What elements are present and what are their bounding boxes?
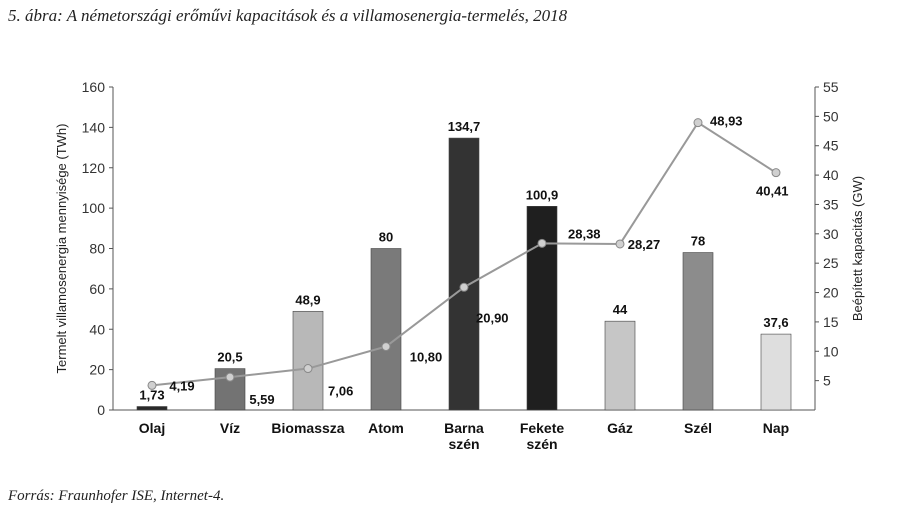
x-tick-label: Gáz <box>607 420 633 436</box>
y-tick-label: 160 <box>82 79 106 95</box>
y-tick-label: 20 <box>89 362 105 378</box>
y-axis-title: Termelt villamosenergia mennyisége (TWh) <box>54 124 69 374</box>
bar <box>526 206 558 411</box>
capacity-value-label: 48,93 <box>710 114 743 129</box>
capacity-value-label: 20,90 <box>476 310 509 325</box>
capacity-value-label: 5,59 <box>249 392 274 407</box>
capacity-value-label: 10,80 <box>410 350 443 365</box>
bar <box>760 333 792 411</box>
x-tick-label: Biomassza <box>271 420 344 436</box>
y2-tick-label: 25 <box>823 255 839 271</box>
capacity-value-label: 7,06 <box>328 384 353 399</box>
y-tick-label: 100 <box>82 200 106 216</box>
y2-tick-label: 50 <box>823 108 839 124</box>
x-tick-label: szén <box>526 436 557 452</box>
capacity-point <box>615 239 625 249</box>
capacity-value-label: 28,27 <box>628 237 661 252</box>
x-tick-label: Fekete <box>520 420 565 436</box>
y2-tick-label: 35 <box>823 196 839 212</box>
x-tick-label: szén <box>448 436 479 452</box>
bar <box>292 310 324 411</box>
x-tick-label: Víz <box>220 420 240 436</box>
bar-value-label: 80 <box>379 230 393 245</box>
figure-title: 5. ábra: A németországi erőművi kapacitá… <box>8 6 568 25</box>
capacity-point <box>459 282 469 292</box>
y2-tick-label: 55 <box>823 79 839 95</box>
capacity-point <box>225 372 235 382</box>
x-tick-label: Nap <box>763 420 789 436</box>
bar-value-label: 100,9 <box>526 187 559 202</box>
capacity-point <box>693 118 703 128</box>
y-tick-label: 0 <box>97 402 105 418</box>
figure-source: Forrás: Fraunhofer ISE, Internet-4. <box>8 488 225 504</box>
x-tick-label: Atom <box>368 420 404 436</box>
capacity-value-label: 40,41 <box>756 184 789 199</box>
x-tick-label: Szél <box>684 420 712 436</box>
bar-value-label: 1,73 <box>139 388 164 403</box>
y-tick-label: 120 <box>82 160 106 176</box>
y2-tick-label: 20 <box>823 285 839 301</box>
capacity-value-label: 28,38 <box>568 226 601 241</box>
bar <box>370 248 402 411</box>
bar <box>604 320 636 411</box>
y2-tick-label: 10 <box>823 343 839 359</box>
y-tick-label: 40 <box>89 321 105 337</box>
bar-value-label: 37,6 <box>763 315 788 330</box>
y2-tick-label: 40 <box>823 167 839 183</box>
capacity-point <box>147 380 157 390</box>
x-tick-label: Olaj <box>139 420 165 436</box>
y2-tick-label: 30 <box>823 226 839 242</box>
bar-value-label: 20,5 <box>217 350 242 365</box>
bar <box>682 252 714 411</box>
bar-value-label: 78 <box>691 234 705 249</box>
x-tick-label: Barna <box>444 420 484 436</box>
bar-value-label: 44 <box>613 302 628 317</box>
bar-value-label: 134,7 <box>448 119 481 134</box>
bar <box>448 137 480 411</box>
y-tick-label: 140 <box>82 119 106 135</box>
y-tick-label: 80 <box>89 241 105 257</box>
bar-value-label: 48,9 <box>295 292 320 307</box>
capacity-value-label: 4,19 <box>169 378 194 393</box>
y2-tick-label: 5 <box>823 373 831 389</box>
bar <box>136 406 168 411</box>
capacity-point <box>381 342 391 352</box>
capacity-point <box>771 168 781 178</box>
y2-tick-label: 15 <box>823 314 839 330</box>
y-tick-label: 60 <box>89 281 105 297</box>
capacity-point <box>303 364 313 374</box>
y2-axis-title: Beépített kapacitás (GW) <box>850 176 865 321</box>
capacity-point <box>537 238 547 248</box>
y2-tick-label: 45 <box>823 138 839 154</box>
